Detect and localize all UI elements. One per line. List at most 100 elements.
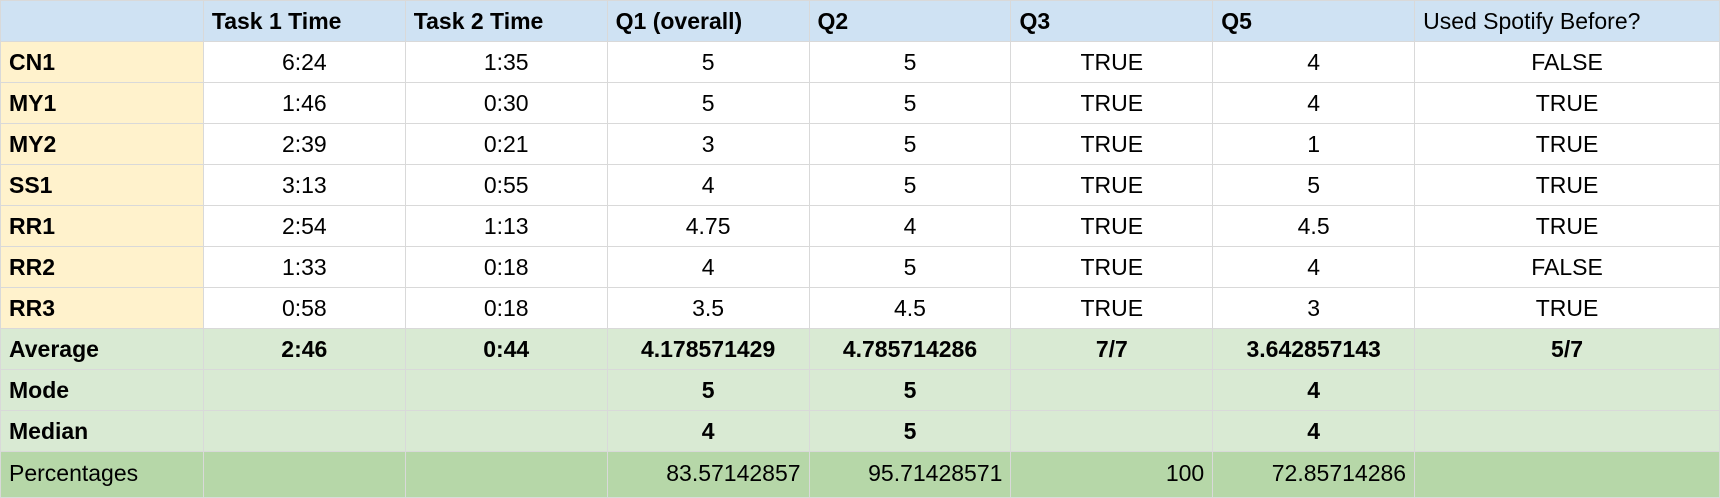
cell-q1[interactable]: 3.5 bbox=[606, 287, 810, 329]
cell-q1[interactable]: 4.178571429 bbox=[606, 328, 810, 370]
cell-used-spotify[interactable] bbox=[1414, 451, 1720, 498]
header-cell-q5[interactable]: Q5 bbox=[1212, 0, 1416, 42]
cell-q1[interactable]: 4 bbox=[606, 164, 810, 206]
summary-label-cell[interactable]: Median bbox=[0, 410, 204, 452]
cell-task2-time[interactable]: 0:44 bbox=[404, 328, 608, 370]
summary-label-cell[interactable]: Mode bbox=[0, 369, 204, 411]
cell-q3[interactable]: 7/7 bbox=[1010, 328, 1214, 370]
cell-q3[interactable]: TRUE bbox=[1010, 287, 1214, 329]
table-row: CN1 6:24 1:35 5 5 TRUE 4 FALSE bbox=[0, 41, 1720, 83]
cell-q1[interactable]: 83.57142857 bbox=[606, 451, 810, 498]
cell-used-spotify[interactable]: TRUE bbox=[1414, 205, 1720, 247]
cell-used-spotify[interactable]: TRUE bbox=[1414, 123, 1720, 165]
cell-q2[interactable]: 4.5 bbox=[808, 287, 1012, 329]
cell-q5[interactable]: 3 bbox=[1212, 287, 1416, 329]
cell-used-spotify[interactable]: TRUE bbox=[1414, 82, 1720, 124]
cell-used-spotify[interactable]: FALSE bbox=[1414, 41, 1720, 83]
cell-q2[interactable]: 5 bbox=[808, 369, 1012, 411]
cell-q2[interactable]: 5 bbox=[808, 246, 1012, 288]
cell-used-spotify[interactable]: TRUE bbox=[1414, 287, 1720, 329]
cell-task1-time[interactable]: 0:58 bbox=[202, 287, 406, 329]
cell-q5[interactable]: 3.642857143 bbox=[1212, 328, 1416, 370]
cell-task2-time[interactable]: 0:55 bbox=[404, 164, 608, 206]
row-label-cell[interactable]: MY1 bbox=[0, 82, 204, 124]
cell-q3[interactable]: TRUE bbox=[1010, 82, 1214, 124]
cell-task2-time[interactable]: 1:35 bbox=[404, 41, 608, 83]
percentages-label-cell[interactable]: Percentages bbox=[0, 451, 204, 498]
cell-q5[interactable]: 4 bbox=[1212, 246, 1416, 288]
row-label-cell[interactable]: RR3 bbox=[0, 287, 204, 329]
cell-used-spotify[interactable]: 5/7 bbox=[1414, 328, 1720, 370]
cell-q2[interactable]: 5 bbox=[808, 164, 1012, 206]
header-cell-task2-time[interactable]: Task 2 Time bbox=[404, 0, 608, 42]
cell-task1-time[interactable]: 1:46 bbox=[202, 82, 406, 124]
cell-task1-time[interactable]: 6:24 bbox=[202, 41, 406, 83]
cell-q3[interactable]: 100 bbox=[1010, 451, 1214, 498]
row-label-cell[interactable]: SS1 bbox=[0, 164, 204, 206]
cell-q1[interactable]: 4 bbox=[606, 410, 810, 452]
table-row: MY2 2:39 0:21 3 5 TRUE 1 TRUE bbox=[0, 123, 1720, 165]
cell-q5[interactable]: 4 bbox=[1212, 369, 1416, 411]
cell-q2[interactable]: 5 bbox=[808, 82, 1012, 124]
cell-q5[interactable]: 4 bbox=[1212, 410, 1416, 452]
header-cell-q1-overall[interactable]: Q1 (overall) bbox=[606, 0, 810, 42]
cell-q2[interactable]: 4 bbox=[808, 205, 1012, 247]
cell-q5[interactable]: 4 bbox=[1212, 41, 1416, 83]
cell-q2[interactable]: 95.71428571 bbox=[808, 451, 1012, 498]
cell-q2[interactable]: 5 bbox=[808, 123, 1012, 165]
corner-cell[interactable] bbox=[0, 0, 204, 42]
cell-q2[interactable]: 5 bbox=[808, 41, 1012, 83]
cell-q3[interactable]: TRUE bbox=[1010, 164, 1214, 206]
cell-task1-time[interactable] bbox=[202, 410, 406, 452]
cell-task1-time[interactable]: 2:46 bbox=[202, 328, 406, 370]
row-label-cell[interactable]: RR2 bbox=[0, 246, 204, 288]
header-cell-q3[interactable]: Q3 bbox=[1010, 0, 1214, 42]
cell-q3[interactable]: TRUE bbox=[1010, 205, 1214, 247]
cell-q3[interactable]: TRUE bbox=[1010, 123, 1214, 165]
cell-task2-time[interactable]: 0:18 bbox=[404, 246, 608, 288]
cell-used-spotify[interactable]: TRUE bbox=[1414, 164, 1720, 206]
cell-task1-time[interactable]: 2:39 bbox=[202, 123, 406, 165]
cell-q3[interactable] bbox=[1010, 410, 1214, 452]
cell-task2-time[interactable]: 0:21 bbox=[404, 123, 608, 165]
cell-q1[interactable]: 3 bbox=[606, 123, 810, 165]
header-cell-used-spotify[interactable]: Used Spotify Before? bbox=[1414, 0, 1720, 42]
cell-q5[interactable]: 5 bbox=[1212, 164, 1416, 206]
row-label-cell[interactable]: RR1 bbox=[0, 205, 204, 247]
cell-q2[interactable]: 5 bbox=[808, 410, 1012, 452]
table-row: RR2 1:33 0:18 4 5 TRUE 4 FALSE bbox=[0, 246, 1720, 288]
cell-q5[interactable]: 4.5 bbox=[1212, 205, 1416, 247]
cell-task2-time[interactable]: 0:30 bbox=[404, 82, 608, 124]
row-label-cell[interactable]: CN1 bbox=[0, 41, 204, 83]
cell-task2-time[interactable] bbox=[404, 410, 608, 452]
cell-q1[interactable]: 5 bbox=[606, 41, 810, 83]
cell-task2-time[interactable] bbox=[404, 369, 608, 411]
cell-q1[interactable]: 4 bbox=[606, 246, 810, 288]
row-label-cell[interactable]: MY2 bbox=[0, 123, 204, 165]
cell-used-spotify[interactable] bbox=[1414, 369, 1720, 411]
cell-q3[interactable] bbox=[1010, 369, 1214, 411]
cell-task2-time[interactable] bbox=[404, 451, 608, 498]
cell-q3[interactable]: TRUE bbox=[1010, 41, 1214, 83]
cell-q5[interactable]: 72.85714286 bbox=[1212, 451, 1416, 498]
cell-q1[interactable]: 5 bbox=[606, 369, 810, 411]
header-cell-q2[interactable]: Q2 bbox=[808, 0, 1012, 42]
cell-q5[interactable]: 1 bbox=[1212, 123, 1416, 165]
cell-task2-time[interactable]: 0:18 bbox=[404, 287, 608, 329]
cell-task1-time[interactable]: 2:54 bbox=[202, 205, 406, 247]
cell-q1[interactable]: 4.75 bbox=[606, 205, 810, 247]
cell-q1[interactable]: 5 bbox=[606, 82, 810, 124]
cell-q5[interactable]: 4 bbox=[1212, 82, 1416, 124]
cell-task1-time[interactable] bbox=[202, 369, 406, 411]
summary-label-cell[interactable]: Average bbox=[0, 328, 204, 370]
cell-q2[interactable]: 4.785714286 bbox=[808, 328, 1012, 370]
cell-task2-time[interactable]: 1:13 bbox=[404, 205, 608, 247]
cell-task1-time[interactable]: 1:33 bbox=[202, 246, 406, 288]
summary-row-median: Median 4 5 4 bbox=[0, 410, 1720, 452]
cell-used-spotify[interactable] bbox=[1414, 410, 1720, 452]
cell-task1-time[interactable] bbox=[202, 451, 406, 498]
cell-task1-time[interactable]: 3:13 bbox=[202, 164, 406, 206]
cell-used-spotify[interactable]: FALSE bbox=[1414, 246, 1720, 288]
header-cell-task1-time[interactable]: Task 1 Time bbox=[202, 0, 406, 42]
cell-q3[interactable]: TRUE bbox=[1010, 246, 1214, 288]
